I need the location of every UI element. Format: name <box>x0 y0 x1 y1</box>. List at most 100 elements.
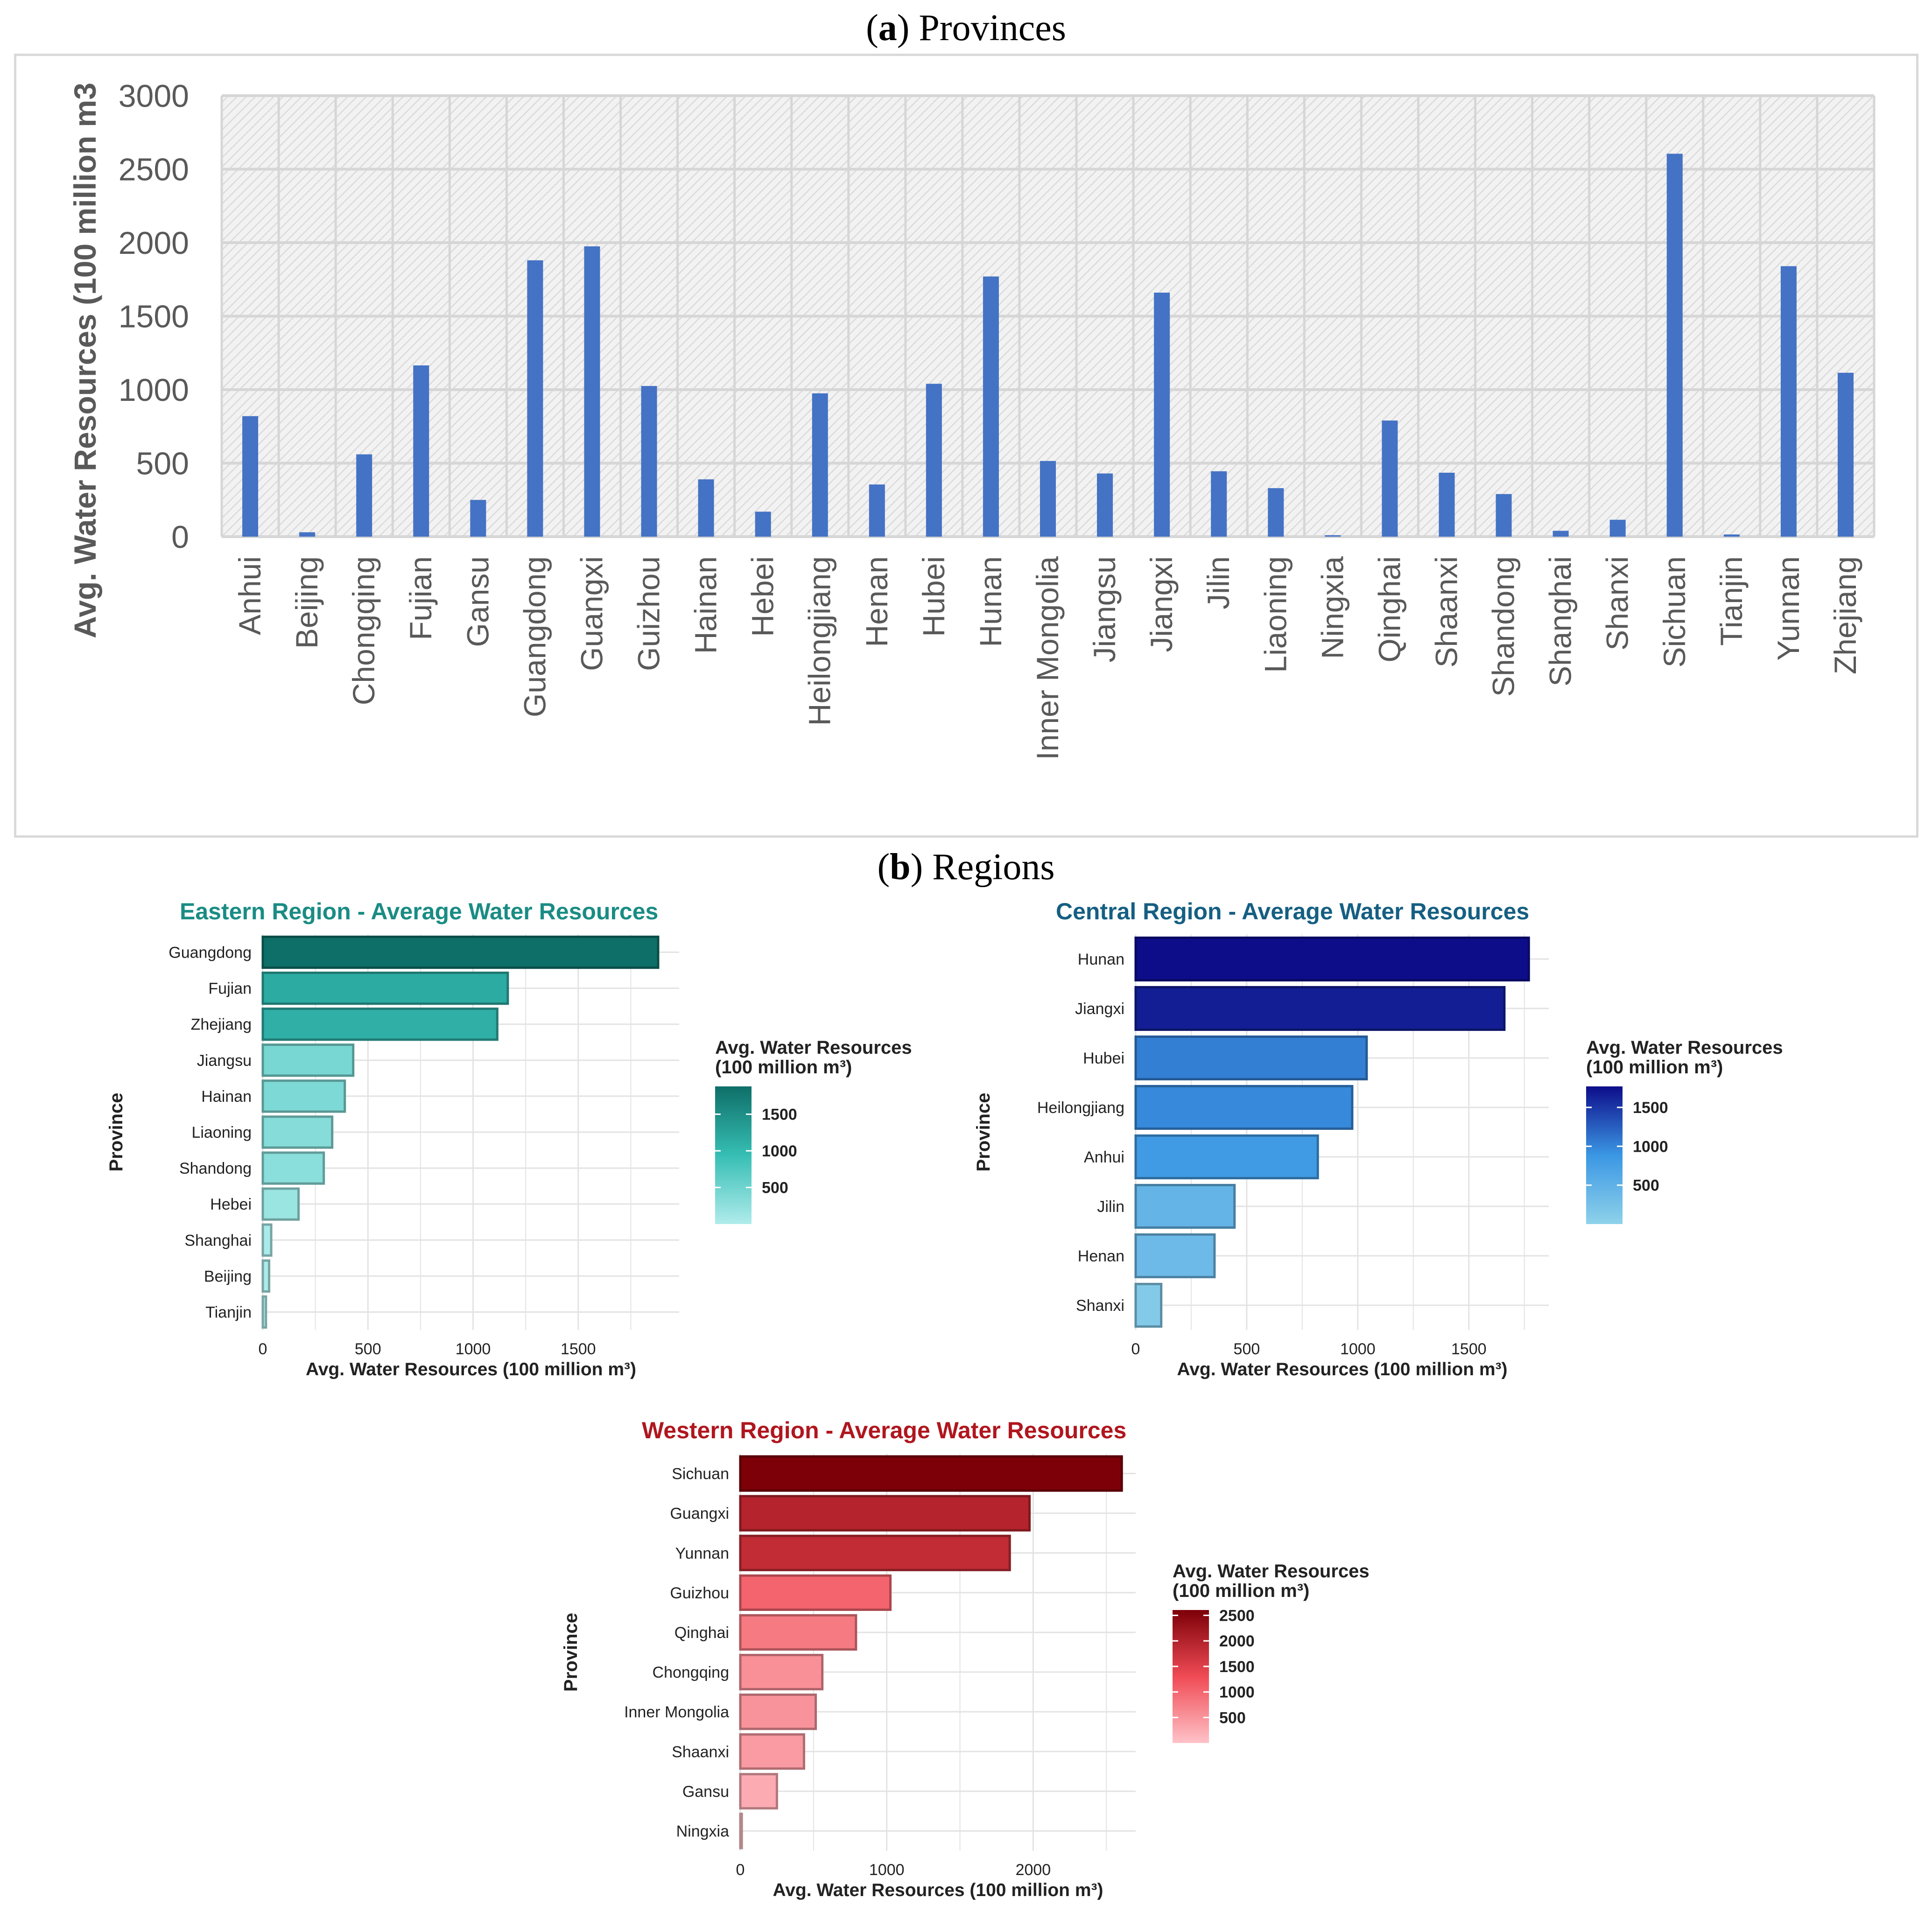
x-axis-label: Avg. Water Resources (100 million m³) <box>306 1359 636 1379</box>
y-tick-label: Guangxi <box>670 1505 729 1523</box>
bar <box>1134 936 1530 982</box>
bar <box>1666 154 1683 537</box>
bar <box>739 1773 778 1810</box>
y-tick-label: Inner Mongolia <box>624 1703 729 1721</box>
bar <box>1134 1035 1368 1081</box>
x-tick-label: Qinghai <box>1372 556 1406 663</box>
chart-a: 0 500 1000 1500 2000 2500 3000 Anhui Beijing Chon… <box>68 78 1876 760</box>
y-tick-label: 1500 <box>119 299 189 335</box>
x-axis-label: Avg. Water Resources (100 million m³) <box>1177 1359 1508 1379</box>
legend-tick-label: 2000 <box>1219 1632 1255 1650</box>
bar <box>1097 473 1113 537</box>
y-tick-label: Beijing <box>204 1267 252 1285</box>
legend-tick-label: 1500 <box>1219 1658 1255 1676</box>
x-tick-label: Yunnan <box>1771 556 1806 661</box>
y-tick-label: Qinghai <box>674 1624 729 1642</box>
bar <box>261 1223 273 1257</box>
legend-tick-label: 2500 <box>1219 1607 1255 1624</box>
y-tick-label: Hebei <box>210 1196 252 1213</box>
y-tick-label: Jiangxi <box>1075 1000 1124 1018</box>
legend-colorbar <box>715 1086 752 1224</box>
x-tick-label: 1000 <box>869 1861 905 1879</box>
bar <box>261 1295 267 1329</box>
x-tick-label: 2000 <box>1016 1861 1051 1879</box>
x-tick-label: Beijing <box>289 556 324 649</box>
bar <box>739 1813 743 1849</box>
bar <box>261 1115 334 1149</box>
bar <box>356 454 372 537</box>
x-tick-label: 0 <box>736 1861 745 1879</box>
panel-a-title-text: Provinces <box>919 7 1066 49</box>
bar <box>1439 472 1455 537</box>
x-tick-label: Henan <box>859 556 894 647</box>
legend-tick-label: 1500 <box>762 1106 797 1124</box>
bar <box>261 971 509 1005</box>
y-tick-label: Liaoning <box>191 1124 252 1141</box>
bar <box>869 484 885 537</box>
x-tick-label: 500 <box>355 1340 381 1358</box>
x-tick-label: Shanghai <box>1543 556 1578 686</box>
y-tick-label: Hainan <box>201 1088 252 1106</box>
y-tick-label: Hunan <box>1078 951 1124 968</box>
bar <box>1553 531 1569 537</box>
x-tick-label: Fujian <box>403 556 438 640</box>
bar <box>1134 1134 1319 1180</box>
x-tick-label: Tianjin <box>1714 556 1749 646</box>
x-tick-label: 1500 <box>1451 1340 1487 1358</box>
x-axis-label: Avg. Water Resources (100 million m³) <box>773 1880 1103 1900</box>
x-tick-label: Hubei <box>916 556 951 637</box>
bar <box>1837 372 1854 537</box>
bar <box>983 276 999 537</box>
y-tick-label: Zhejiang <box>191 1016 252 1034</box>
y-axis-label: Province <box>106 1093 126 1172</box>
bar <box>261 1151 325 1185</box>
x-tick-label: Chongqing <box>346 556 381 705</box>
y-tick-label: Shaanxi <box>672 1743 729 1761</box>
y-tick-label: Shanghai <box>184 1232 252 1249</box>
legend-tick-label: 1000 <box>762 1142 797 1160</box>
bar <box>1325 535 1341 537</box>
y-tick-label: Jilin <box>1097 1198 1124 1216</box>
legend-tick-label: 500 <box>1633 1177 1659 1195</box>
bar <box>470 500 486 537</box>
bar <box>739 1733 805 1770</box>
x-tick-label: Hainan <box>688 556 723 654</box>
y-tick-label: 0 <box>171 519 189 555</box>
legend-title: Avg. Water Resources <box>715 1037 912 1058</box>
bar <box>739 1694 817 1730</box>
x-tick-label: 1000 <box>1340 1340 1376 1358</box>
bar <box>1382 420 1398 537</box>
x-tick-label: Shanxi <box>1600 556 1635 651</box>
bar <box>755 511 771 537</box>
legend-title: Avg. Water Resources <box>1173 1561 1370 1582</box>
y-tick-label: Yunnan <box>675 1545 729 1562</box>
x-tick-label: Jiangsu <box>1087 556 1122 663</box>
bar <box>926 384 942 537</box>
bar <box>739 1653 824 1691</box>
y-tick-label: Heilongjiang <box>1037 1099 1124 1117</box>
legend-colorbar <box>1173 1610 1209 1743</box>
y-tick-label: Chongqing <box>653 1664 729 1681</box>
bar <box>584 246 600 537</box>
bar <box>1040 461 1056 537</box>
chart-central: Central Region - Average Water Resources… <box>973 898 1783 1379</box>
x-tick-label: 500 <box>1234 1340 1260 1358</box>
x-tick-label: Shaanxi <box>1429 556 1463 668</box>
y-tick-label: Shandong <box>179 1160 252 1177</box>
bar <box>1134 1085 1354 1130</box>
bar <box>261 1187 300 1221</box>
bar <box>641 386 657 537</box>
y-tick-label: Jiangsu <box>197 1052 252 1070</box>
bar <box>527 260 543 537</box>
y-tick-label: Shanxi <box>1076 1297 1124 1315</box>
y-tick-label: Sichuan <box>672 1465 729 1483</box>
panel-b-letter: b <box>890 847 911 888</box>
bar <box>1268 488 1284 537</box>
x-tick-label: Gansu <box>460 556 495 647</box>
legend-colorbar <box>1586 1086 1623 1224</box>
legend-tick-label: 1000 <box>1219 1684 1255 1701</box>
bar <box>261 1079 346 1113</box>
bar <box>299 532 316 537</box>
x-tick-label: Liaoning <box>1258 556 1293 673</box>
bar <box>261 1043 355 1077</box>
